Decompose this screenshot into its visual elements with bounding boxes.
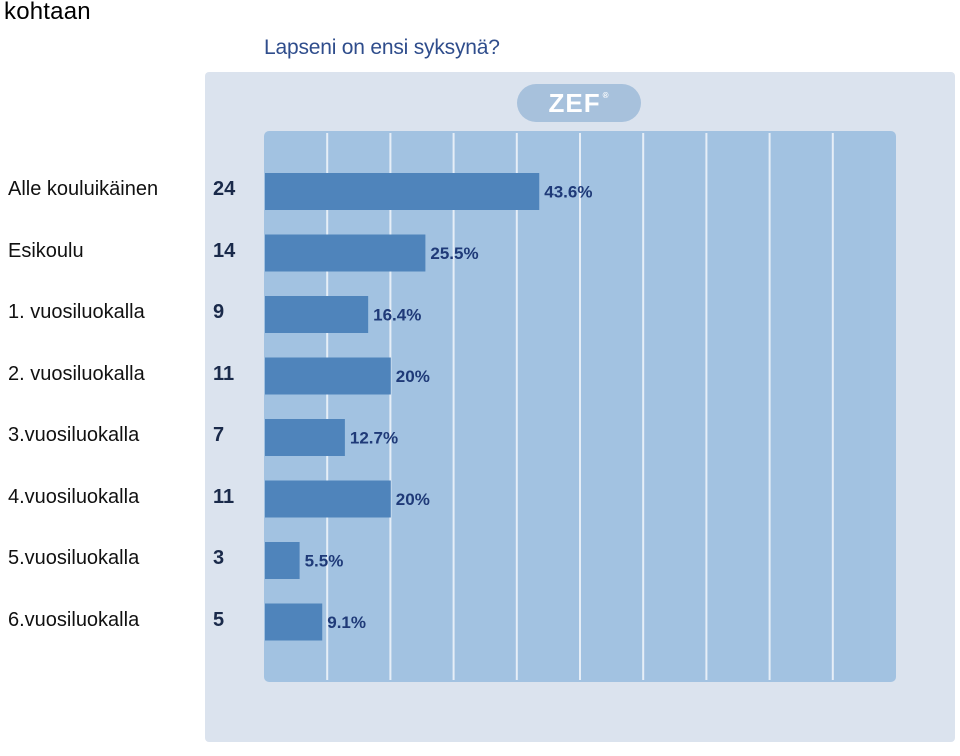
count-label: 24 [213,178,236,200]
percent-label: 25.5% [430,244,478,263]
percent-label: 16.4% [373,306,421,325]
bar [265,603,323,641]
percent-label: 20% [396,490,430,509]
zef-logo: ZEF ® [517,84,641,122]
bar [265,173,540,210]
category-label: Esikoulu [8,239,84,262]
count-label: 5 [213,608,225,631]
page-header-text: kohtaan [4,0,91,25]
percent-label: 9.1% [327,613,366,632]
category-label: Alle kouluikäinen [8,178,159,200]
percent-label: 43.6% [544,183,592,202]
bar [265,234,426,272]
bar [265,357,391,395]
count-label: 14 [213,239,236,262]
category-label: 4.vuosiluokalla [8,485,140,508]
count-label: 7 [213,424,225,446]
percent-label: 5.5% [305,552,344,571]
count-label: 11 [213,362,235,385]
bar [265,542,300,579]
count-label: 9 [213,301,225,323]
category-label: 5.vuosiluokalla [8,547,140,569]
percent-label: 12.7% [350,429,398,448]
percent-label: 20% [396,367,430,386]
bar [265,419,345,456]
bar [265,296,369,333]
count-label: 3 [213,547,225,569]
chart-title: Lapseni on ensi syksynä? [264,36,500,59]
bar [265,480,391,518]
count-label: 11 [213,485,235,508]
category-label: 2. vuosiluokalla [8,362,145,385]
category-label: 3.vuosiluokalla [8,424,140,446]
registered-mark: ® [602,90,610,100]
logo-text: ZEF [548,87,601,118]
category-label: 1. vuosiluokalla [8,301,145,323]
category-label: 6.vuosiluokalla [8,608,140,631]
